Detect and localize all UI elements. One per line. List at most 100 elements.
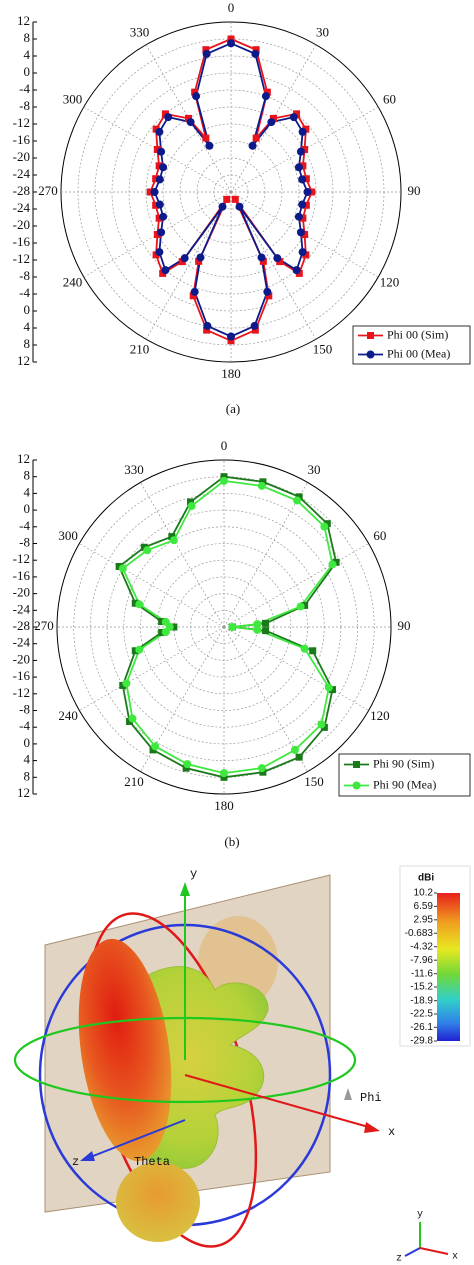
marker [126, 717, 134, 725]
grid-spoke [223, 626, 369, 711]
angle-label: Theta [134, 1155, 170, 1169]
radial-tick-label: -8 [19, 268, 30, 283]
angle-tick-label: 30 [316, 25, 329, 40]
marker [251, 326, 259, 334]
radial-tick-label: 0 [24, 64, 31, 79]
colorbar-tick-label: 6.59 [414, 901, 434, 912]
marker [152, 175, 160, 183]
radial-tick-label: 4 [24, 752, 31, 767]
marker [294, 163, 303, 172]
marker [292, 266, 301, 275]
radial-tick-label: -24 [13, 601, 31, 616]
marker [196, 253, 205, 262]
marker [270, 114, 277, 122]
marker [159, 163, 168, 172]
marker [202, 134, 210, 142]
radial-tick-label: 8 [24, 336, 31, 351]
marker [131, 647, 139, 655]
marker [122, 679, 131, 688]
marker [328, 686, 336, 694]
marker [257, 764, 266, 773]
marker [187, 498, 195, 506]
marker [143, 546, 152, 555]
marker [296, 602, 305, 611]
radial-tick-label: 8 [24, 768, 31, 783]
angle-tick-label: 240 [58, 708, 78, 723]
colorbar-title: dBi [418, 873, 434, 884]
marker [263, 88, 271, 96]
marker [169, 536, 178, 545]
polar-chart: 0306090120150180210240270300330-28-24-24… [13, 0, 471, 381]
marker [259, 478, 267, 486]
marker [295, 493, 303, 501]
marker [151, 742, 160, 751]
marker [186, 118, 195, 127]
marker [265, 292, 273, 300]
marker [135, 600, 144, 609]
grid-circle [179, 140, 283, 244]
marker [231, 195, 239, 203]
marker [295, 269, 303, 277]
marker [298, 248, 307, 257]
angle-tick-label: 0 [221, 438, 228, 453]
marker [155, 127, 164, 136]
radial-tick-label: 12 [17, 785, 30, 800]
radial-tick-label: 12 [17, 13, 30, 28]
marker [220, 476, 228, 485]
colorbar-tick-label: 2.95 [414, 914, 434, 925]
icon-axis [404, 1247, 421, 1257]
legend-label: Phi 90 (Sim) [373, 756, 434, 770]
x-axis-arrow [184, 1074, 373, 1129]
radial-tick-label: -8 [19, 701, 30, 716]
radial-tick-label: 0 [24, 735, 31, 750]
radial-tick-label: -16 [13, 132, 31, 147]
colorbar-tick-label: -22.5 [410, 1009, 433, 1020]
marker [178, 258, 186, 266]
marker [276, 258, 284, 266]
icon-label: y [417, 1210, 423, 1221]
radial-tick-label: -16 [13, 234, 31, 249]
polar-chart: 0306090120150180210240270300330-28-24-24… [13, 438, 471, 813]
marker [182, 764, 190, 772]
angle-tick-label: 210 [124, 774, 144, 789]
marker [295, 753, 303, 761]
marker [262, 619, 270, 627]
marker [298, 127, 307, 136]
marker [118, 564, 127, 573]
axis-label: z [72, 1155, 79, 1169]
marker [203, 326, 211, 334]
angle-tick-label: 90 [398, 618, 411, 633]
marker [153, 231, 161, 238]
colorbar-tick-label: -4.32 [410, 941, 433, 952]
marker [298, 175, 307, 184]
radial-tick-label: -16 [13, 668, 31, 683]
front-lobe [78, 938, 172, 1162]
grid-circle [140, 543, 308, 711]
marker [159, 269, 167, 277]
marker [309, 647, 317, 655]
colorbar-tick-label: 10.2 [414, 888, 434, 899]
marker [202, 46, 210, 54]
radial-tick-label: -8 [19, 98, 30, 113]
marker [180, 254, 189, 263]
radial-tick-label: -12 [13, 251, 30, 266]
marker [155, 200, 164, 209]
marker [308, 188, 316, 196]
radial-tick-label: -4 [19, 718, 30, 733]
arrowhead [180, 882, 190, 896]
grid-circle [111, 72, 351, 312]
radial-tick-label: -28 [13, 618, 30, 633]
marker [203, 321, 212, 330]
marker [261, 92, 270, 101]
marker [228, 623, 237, 631]
marker [155, 214, 163, 222]
grid-circle [156, 559, 292, 695]
marker [218, 202, 227, 211]
arrowhead [80, 1151, 95, 1161]
marker [252, 134, 260, 142]
marker [187, 502, 196, 511]
legend-box [338, 753, 471, 797]
legend-label: Phi 00 (Mea) [387, 346, 450, 360]
marker [164, 113, 173, 122]
marker [161, 110, 169, 118]
